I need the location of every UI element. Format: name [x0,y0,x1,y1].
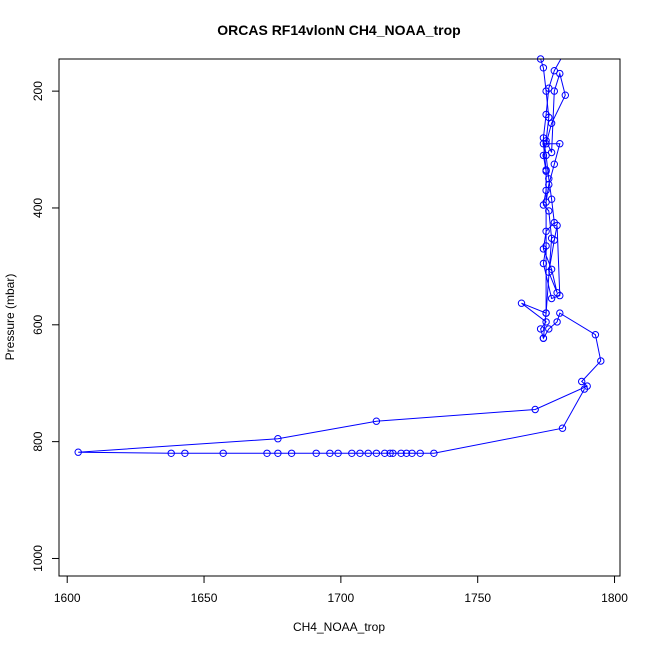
data-point [558,424,567,432]
data-point [531,405,539,414]
y-tick-label: 1000 [31,545,45,572]
data-point [550,67,558,75]
data-point [542,242,550,250]
data-point [312,449,320,457]
data-point [539,259,548,268]
data-point [550,87,558,95]
data-point [556,69,564,78]
y-axis-label: Pressure (mbar) [3,274,17,361]
data-point [381,449,389,457]
data-point [547,148,556,157]
data-point [263,449,271,457]
data-point [372,417,381,425]
x-tick-label: 1650 [191,591,218,605]
data-point [274,435,282,443]
data-point [542,309,550,317]
x-tick-label: 1800 [601,591,628,605]
data-point [539,201,548,209]
y-tick-label: 200 [31,81,45,101]
data-point [545,175,553,183]
series-line [540,59,566,339]
data-point [547,294,556,303]
x-axis-label: CH4_NOAA_trop [293,620,385,634]
data-point [389,449,397,457]
data-point [364,449,372,457]
data-point [547,195,556,203]
plot-area-frame [58,58,621,577]
data-point [556,309,564,317]
data-point [542,167,550,175]
data-point [547,119,556,128]
y-tick-label: 400 [31,198,45,218]
x-tick-label: 1600 [54,591,81,605]
data-point [542,227,550,236]
data-point [542,151,550,160]
data-point [591,331,600,339]
data-point [74,448,82,456]
data-point [545,325,553,333]
data-point [556,140,564,148]
data-point [539,334,548,342]
data-point [542,140,550,148]
data-point [539,64,548,72]
data-point [561,91,569,99]
x-tick-label: 1750 [464,591,491,605]
data-point [386,449,394,457]
axes: 1600 1650 1700 1750 1800 200 400 600 800 1000 [31,81,628,605]
data-point [545,180,553,189]
data-point [219,449,227,457]
data-point [334,449,342,457]
data-point [536,325,545,333]
y-tick-label: 800 [31,431,45,451]
data-point [550,160,558,168]
data-point [545,207,553,215]
data-point [416,449,424,457]
series-line [78,59,602,454]
y-tick-label: 600 [31,314,45,334]
data-point [356,449,364,457]
series-lines [78,59,602,454]
data-point [547,234,556,243]
data-point [181,449,189,457]
data-point [274,449,282,457]
data-point [517,299,526,307]
data-point [580,385,589,393]
data-point [556,291,564,300]
data-point [545,268,553,276]
data-point [167,449,175,457]
data-point [553,221,561,230]
data-point [553,318,561,326]
data-point [397,449,405,457]
data-point [430,449,438,457]
data-point [542,87,550,95]
data-point [326,449,334,457]
data-point [542,186,550,195]
data-point [578,377,586,386]
data-point [542,318,550,326]
chart-title: ORCAS RF14vlonN CH4_NOAA_trop [217,22,460,38]
data-point [408,449,416,457]
data-point [542,137,550,145]
data-point [372,449,381,457]
data-point [597,357,605,365]
data-point [539,151,548,160]
data-point [287,449,296,457]
data-point [545,113,553,122]
data-point [402,449,411,457]
x-tick-label: 1700 [328,591,355,605]
data-point [348,449,356,457]
series-points [74,55,605,457]
